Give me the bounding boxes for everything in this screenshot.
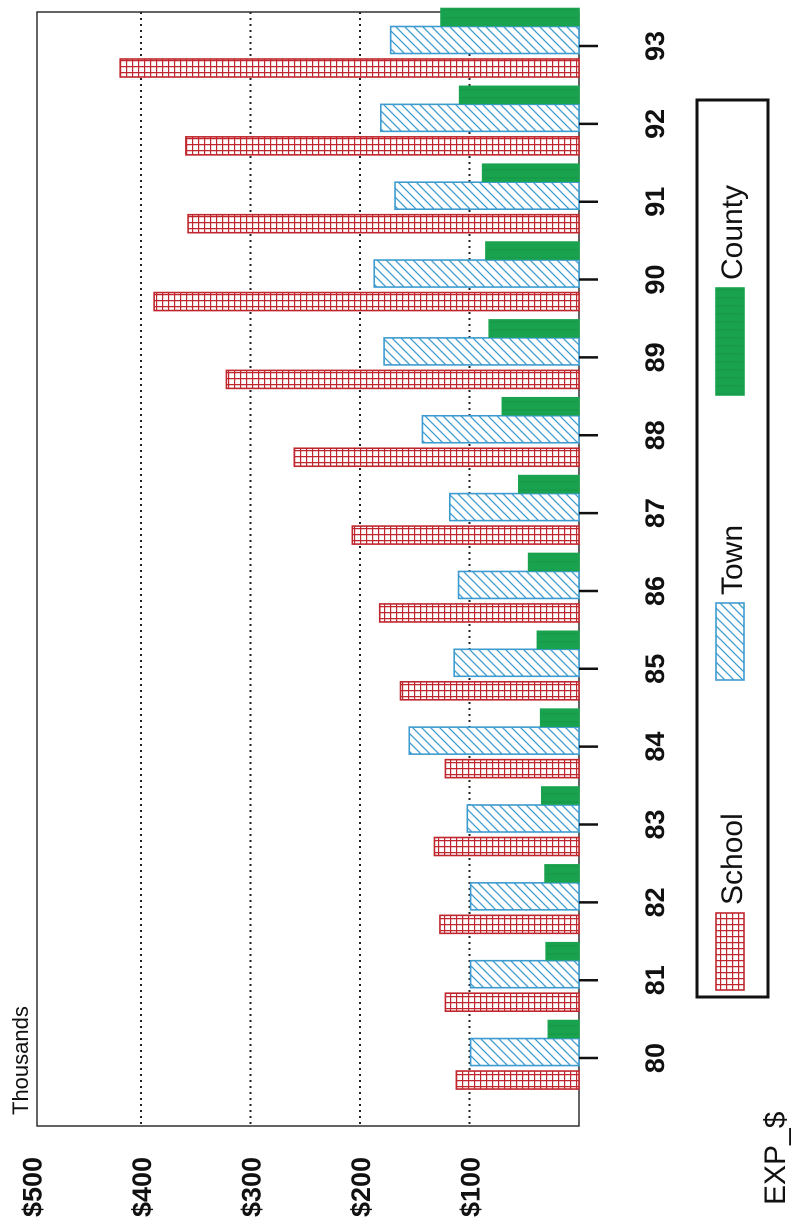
bar-school-90: [153, 291, 580, 312]
legend-label-county: County: [716, 185, 749, 280]
bar-county-90: [485, 241, 580, 260]
bar-county-85: [536, 630, 580, 650]
category-label: 81: [640, 965, 670, 995]
bar-school-82: [439, 914, 580, 935]
value-tick-label: $300: [237, 1157, 267, 1217]
bar-school-83: [433, 836, 580, 857]
bar-school-84: [444, 758, 580, 779]
bar-town-90: [373, 259, 580, 288]
bar-town-82: [469, 882, 580, 911]
category-label: 88: [640, 420, 670, 450]
bar-town-88: [421, 414, 580, 444]
bar-county-82: [544, 864, 580, 883]
bar-county-92: [458, 85, 580, 105]
category-label: 87: [640, 498, 670, 528]
bar-school-92: [185, 136, 580, 156]
bar-county-86: [527, 552, 580, 572]
bar-county-84: [539, 708, 580, 727]
bar-county-91: [481, 163, 580, 182]
category-label: 89: [640, 342, 670, 372]
category-label: 82: [640, 887, 670, 917]
legend-label-town: Town: [716, 525, 749, 595]
bar-county-88: [501, 396, 580, 416]
category-label: 86: [640, 576, 670, 606]
value-tick-label: $100: [456, 1157, 486, 1217]
bar-school-80: [455, 1070, 580, 1090]
category-label: 85: [640, 654, 670, 684]
bar-town-83: [466, 804, 580, 833]
unit-label: Thousands: [8, 1006, 33, 1115]
category-label: 90: [640, 265, 670, 295]
category-label: 80: [640, 1043, 670, 1073]
bars: [119, 7, 580, 1090]
legend: School Town County: [695, 98, 770, 999]
category-label: 93: [640, 31, 670, 61]
category-label: 91: [640, 187, 670, 217]
category-label: 92: [640, 109, 670, 139]
legend-swatch-town: [715, 602, 745, 681]
category-label: 84: [640, 732, 670, 762]
y-axis-title: EXP_$: [759, 1111, 792, 1205]
bar-school-88: [293, 447, 580, 468]
bar-school-89: [225, 369, 580, 390]
bar-school-81: [444, 992, 580, 1013]
bar-school-93: [119, 58, 580, 78]
bar-school-91: [187, 213, 580, 234]
value-tick-label: $400: [127, 1157, 157, 1217]
legend-label-school: School: [716, 813, 749, 905]
bar-town-84: [408, 726, 580, 755]
bar-school-86: [378, 603, 580, 623]
bar-town-86: [457, 570, 580, 600]
value-tick-labels: $100 $200 $300 $400 $500: [18, 1157, 486, 1217]
bar-school-85: [399, 680, 580, 701]
legend-swatch-county: [715, 287, 745, 396]
category-ticks: 80 81 82 83 84 85 86 87 88 89 90 91 92 93: [579, 31, 670, 1073]
bar-town-80: [469, 1037, 580, 1067]
bar-county-80: [547, 1019, 580, 1039]
bar-town-87: [448, 492, 580, 522]
bar-county-93: [440, 7, 580, 27]
legend-swatch-school: [715, 912, 745, 991]
value-tick-label: $500: [18, 1157, 48, 1217]
bar-town-93: [389, 25, 580, 55]
category-label: 83: [640, 809, 670, 839]
bar-school-87: [351, 525, 580, 545]
bar-county-87: [517, 474, 580, 494]
bar-town-92: [380, 103, 580, 133]
legend-box: [695, 98, 770, 999]
bar-county-83: [540, 786, 580, 805]
bar-town-85: [453, 648, 580, 678]
value-tick-label: $200: [346, 1157, 376, 1217]
bar-town-91: [394, 181, 580, 210]
bar-county-89: [488, 319, 580, 338]
bar-town-81: [469, 959, 580, 989]
bar-county-81: [545, 941, 580, 961]
grid-lines: [140, 12, 471, 1126]
bar-town-89: [383, 337, 580, 366]
